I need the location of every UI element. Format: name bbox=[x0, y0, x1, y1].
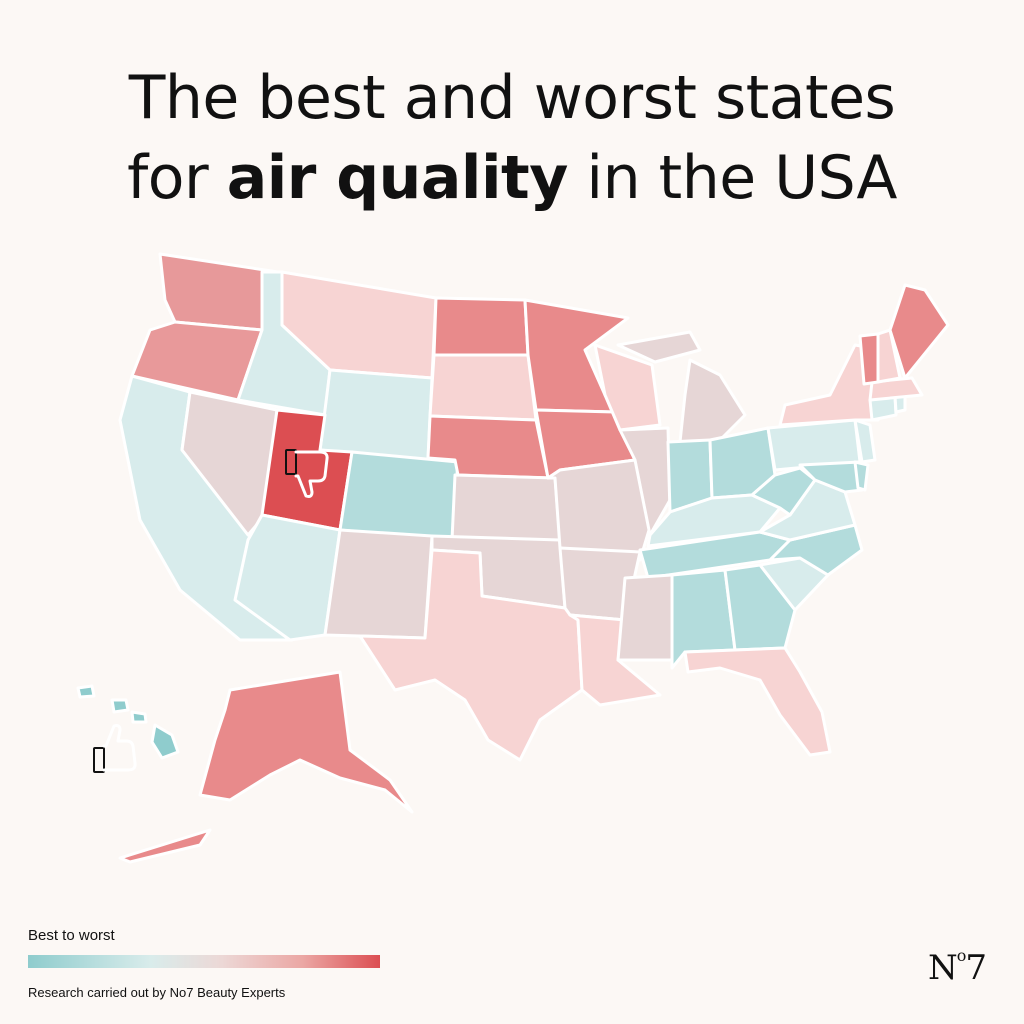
state-or bbox=[130, 320, 264, 402]
state-ga bbox=[723, 563, 797, 652]
state-hi bbox=[76, 684, 180, 760]
state-vt bbox=[858, 332, 880, 386]
title-line-2-prefix: for bbox=[127, 143, 209, 213]
logo-7: 7 bbox=[965, 948, 987, 988]
state-ak bbox=[118, 670, 414, 864]
thumbs-down-icon bbox=[285, 449, 329, 498]
state-mi bbox=[678, 358, 747, 444]
state-fl bbox=[683, 646, 832, 757]
title-line-2-suffix: in the USA bbox=[586, 143, 897, 213]
title-highlight: air quality bbox=[226, 143, 569, 213]
state-wy bbox=[318, 368, 434, 462]
state-tx bbox=[358, 548, 584, 762]
state-nd bbox=[432, 296, 530, 357]
state-nm bbox=[323, 528, 434, 640]
state-md bbox=[798, 460, 864, 494]
state-nj bbox=[853, 418, 877, 464]
title-line-1: The best and worst states bbox=[128, 63, 896, 133]
credit-text: Research carried out by No7 Beauty Exper… bbox=[28, 985, 286, 1000]
logo-n: N bbox=[928, 948, 958, 988]
state-wa bbox=[158, 252, 280, 332]
thumbs-up-icon bbox=[93, 724, 137, 773]
state-de bbox=[853, 460, 870, 492]
page-title: The best and worst states for air qualit… bbox=[0, 58, 1024, 218]
state-wi bbox=[593, 343, 662, 432]
state-sd bbox=[428, 353, 538, 422]
state-mo bbox=[546, 458, 657, 562]
state-mi-upper bbox=[616, 330, 702, 364]
state-ks bbox=[450, 473, 562, 542]
legend-label: Best to worst bbox=[28, 927, 115, 944]
logo-o: o bbox=[956, 946, 967, 965]
state-ms bbox=[616, 573, 674, 662]
no7-logo: No7 bbox=[928, 946, 987, 988]
state-me bbox=[888, 283, 950, 380]
state-nh bbox=[876, 328, 902, 384]
state-il bbox=[618, 426, 672, 537]
state-co bbox=[338, 450, 460, 542]
legend-gradient bbox=[28, 955, 380, 968]
